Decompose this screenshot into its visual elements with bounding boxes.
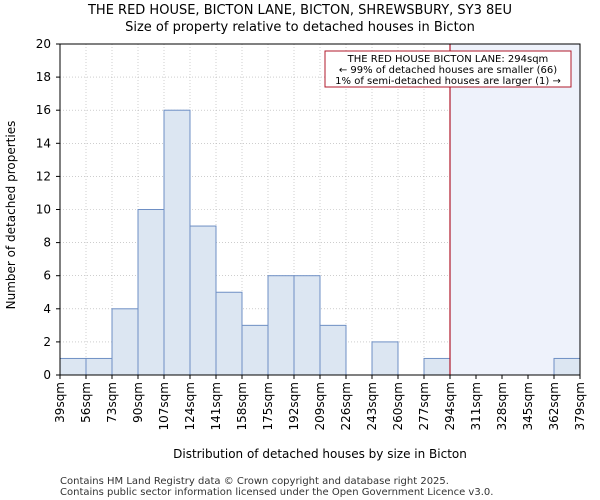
x-tick-label: 141sqm (209, 382, 223, 430)
y-tick-label: 8 (43, 236, 51, 250)
x-tick-label: 294sqm (443, 382, 457, 430)
annotation-line2: ← 99% of detached houses are smaller (66… (339, 65, 557, 76)
histogram-bar (267, 275, 295, 376)
x-axis-label: Distribution of detached houses by size … (173, 447, 467, 461)
marker-annotation: THE RED HOUSE BICTON LANE: 294sqm ← 99% … (324, 50, 572, 88)
annotation-line1: THE RED HOUSE BICTON LANE: 294sqm (347, 54, 549, 65)
x-tick-label: 56sqm (79, 382, 93, 423)
x-tick-label: 124sqm (183, 382, 197, 430)
x-tick-label: 73sqm (105, 382, 119, 423)
histogram-bar (163, 109, 191, 376)
histogram-bar (319, 324, 347, 376)
x-tick-label: 243sqm (365, 382, 379, 430)
x-tick-label: 277sqm (417, 382, 431, 430)
x-tick-label: 379sqm (573, 382, 587, 430)
chart-title-line2: Size of property relative to detached ho… (125, 20, 475, 35)
footer-line1: Contains HM Land Registry data © Crown c… (60, 476, 449, 487)
x-tick-label: 39sqm (53, 382, 67, 423)
y-tick-label: 16 (36, 103, 51, 117)
footer-line2: Contains public sector information licen… (60, 487, 493, 498)
histogram-bar (215, 291, 243, 376)
x-tick-label: 311sqm (469, 382, 483, 430)
histogram-bar (293, 275, 321, 376)
bars-layer (59, 109, 581, 376)
x-tick-label: 260sqm (391, 382, 405, 430)
histogram-bar (553, 357, 581, 376)
annotation-line3: 1% of semi-detached houses are larger (1… (335, 76, 561, 87)
y-tick-label: 2 (43, 335, 51, 349)
histogram-bar (85, 357, 113, 376)
histogram-bar (59, 357, 87, 376)
x-tick-label: 226sqm (339, 382, 353, 430)
histogram-bar (423, 357, 451, 376)
x-tick-label: 209sqm (313, 382, 327, 430)
x-tick-label: 192sqm (287, 382, 301, 430)
y-tick-label: 14 (36, 136, 51, 150)
histogram-bar (371, 341, 399, 376)
x-tick-label: 175sqm (261, 382, 275, 430)
annotation-box (324, 50, 572, 88)
highlight-layer (450, 44, 580, 375)
histogram-bar (137, 209, 165, 376)
chart-title-line1: THE RED HOUSE, BICTON LANE, BICTON, SHRE… (87, 3, 512, 18)
histogram-bar (241, 324, 269, 376)
x-tick-label: 90sqm (131, 382, 145, 423)
x-tick-label: 158sqm (235, 382, 249, 430)
y-axis-ticks: 0 2 4 6 8 10 12 14 16 18 20 (36, 37, 60, 382)
y-tick-label: 4 (43, 302, 51, 316)
x-tick-label: 107sqm (157, 382, 171, 430)
x-tick-label: 328sqm (495, 382, 509, 430)
x-tick-label: 345sqm (521, 382, 535, 430)
histogram-bar (111, 308, 139, 376)
y-tick-label: 20 (36, 37, 51, 51)
x-axis-ticks: 39sqm 56sqm 73sqm 90sqm 107sqm 124sqm 141sqm 15… (53, 375, 587, 430)
y-tick-label: 10 (36, 203, 51, 217)
y-tick-label: 0 (43, 368, 51, 382)
x-tick-label: 362sqm (547, 382, 561, 430)
y-tick-label: 12 (36, 169, 51, 183)
y-tick-label: 18 (36, 70, 51, 84)
y-tick-label: 6 (43, 269, 51, 283)
histogram-bar (189, 225, 217, 376)
y-axis-label: Number of detached properties (4, 121, 18, 310)
highlight-region (450, 44, 580, 375)
